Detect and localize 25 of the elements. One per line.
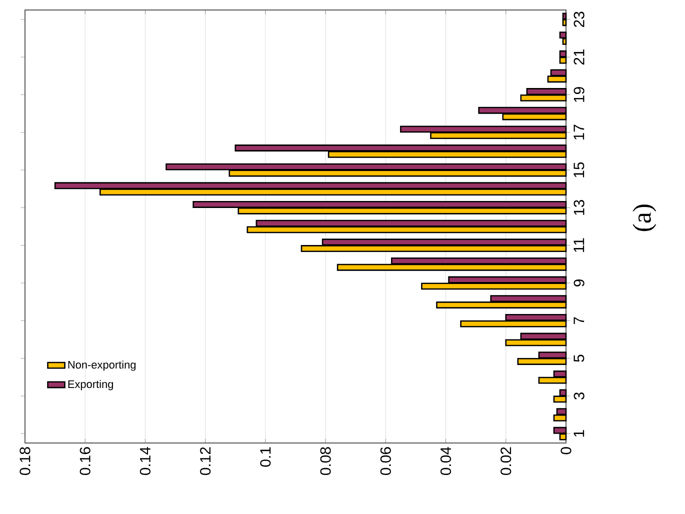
y-tick-label: 21 <box>574 49 584 65</box>
y-tick-label: 17 <box>574 124 584 140</box>
x-tick-label: 0.04 <box>440 446 452 476</box>
y-tick-label: 19 <box>574 87 584 102</box>
legend-label: Exporting <box>68 380 113 390</box>
y-tick-label: 13 <box>574 200 584 215</box>
x-tick-label: 0.06 <box>380 447 391 476</box>
y-tick-label: 5 <box>574 354 584 362</box>
y-tick-label: 7 <box>574 317 584 324</box>
x-tick-label: 0.02 <box>500 447 512 476</box>
y-tick-label: 1 <box>574 430 584 437</box>
x-tick-label: 0.18 <box>20 447 30 476</box>
text: (a) <box>632 204 656 232</box>
x-tick-label: 0.12 <box>200 447 211 476</box>
x-tick-label: 0.1 <box>260 447 271 467</box>
x-tick-label: 0.16 <box>80 447 90 476</box>
y-tick-label: 11 <box>574 238 584 252</box>
x-tick-label: 0.14 <box>140 446 150 476</box>
x-tick-label: 0.08 <box>320 447 331 476</box>
y-tick-label: 15 <box>574 162 584 178</box>
legend-label: Non-exporting <box>68 360 136 371</box>
y-tick-label: 23 <box>574 12 584 27</box>
y-tick-label: 9 <box>574 280 584 286</box>
x-tick-label: 0 <box>560 447 572 454</box>
y-tick-label: 3 <box>574 392 584 400</box>
